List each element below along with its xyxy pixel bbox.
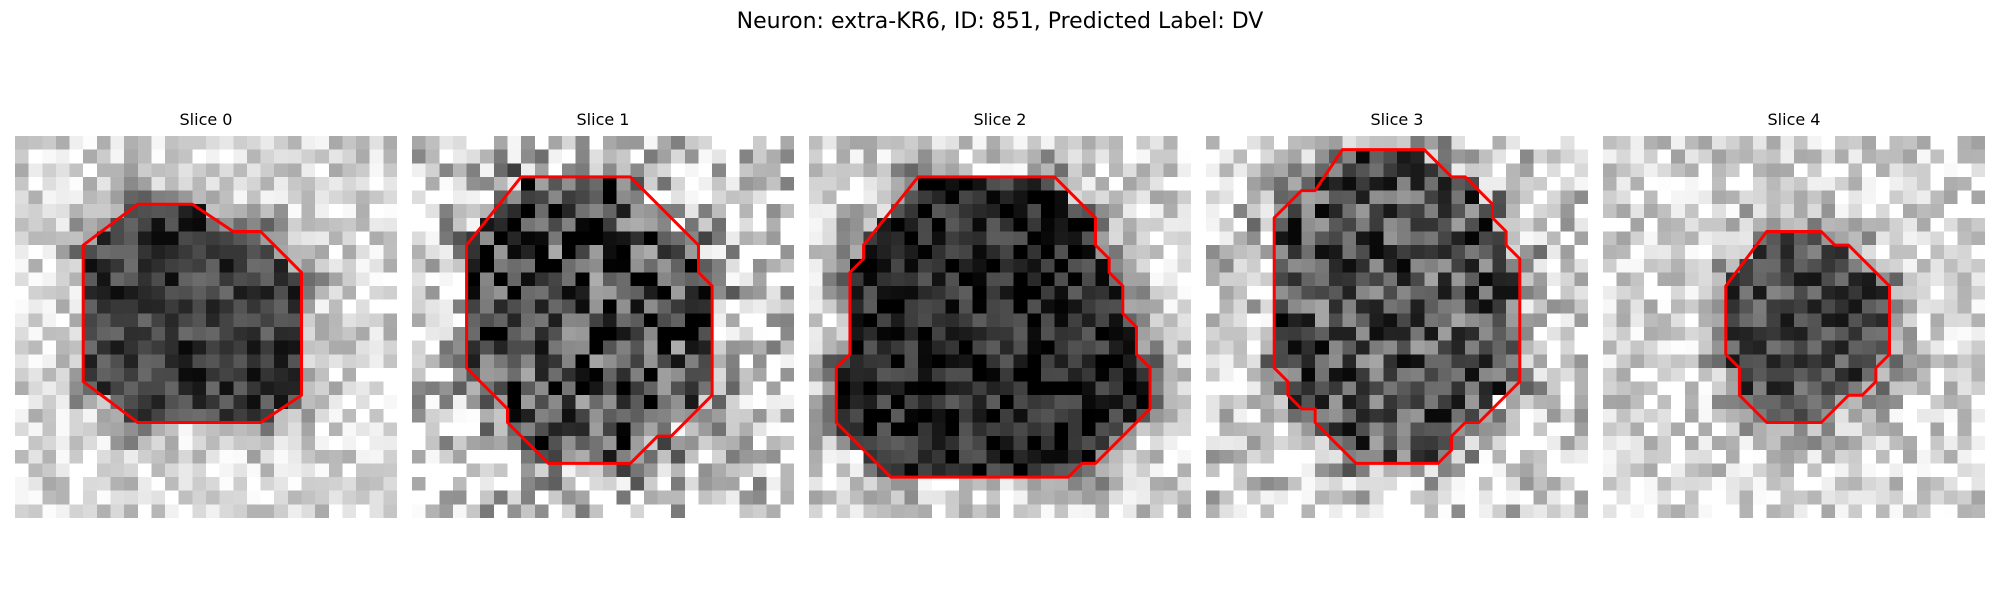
slice-image-4 (1603, 136, 1985, 518)
contour-outline (1272, 148, 1522, 465)
figure-title: Neuron: extra-KR6, ID: 851, Predicted La… (736, 9, 1264, 34)
slice-title-1: Slice 1 (576, 110, 630, 129)
slice-panel-1: Slice 1 (412, 110, 794, 518)
slice-title-4: Slice 4 (1767, 110, 1821, 129)
slice-4-svg (1603, 136, 1985, 518)
slice-title-2: Slice 2 (973, 110, 1027, 129)
slice-panel-0: Slice 0 (15, 110, 397, 518)
contour-outline (465, 175, 714, 465)
contour-outline (81, 202, 304, 425)
contour-outline (834, 175, 1152, 479)
contour-outline (1724, 229, 1892, 425)
slice-image-1 (412, 136, 794, 518)
slice-image-0 (15, 136, 397, 518)
slice-image-2 (809, 136, 1191, 518)
slice-0-svg (15, 136, 397, 518)
slice-panel-3: Slice 3 (1206, 110, 1588, 518)
slice-title-3: Slice 3 (1370, 110, 1424, 129)
slice-image-3 (1206, 136, 1588, 518)
slice-3-svg (1206, 136, 1588, 518)
slice-2-svg (809, 136, 1191, 518)
slice-1-svg (412, 136, 794, 518)
slice-panel-4: Slice 4 (1603, 110, 1985, 518)
slice-title-0: Slice 0 (179, 110, 233, 129)
slice-panel-2: Slice 2 (809, 110, 1191, 518)
